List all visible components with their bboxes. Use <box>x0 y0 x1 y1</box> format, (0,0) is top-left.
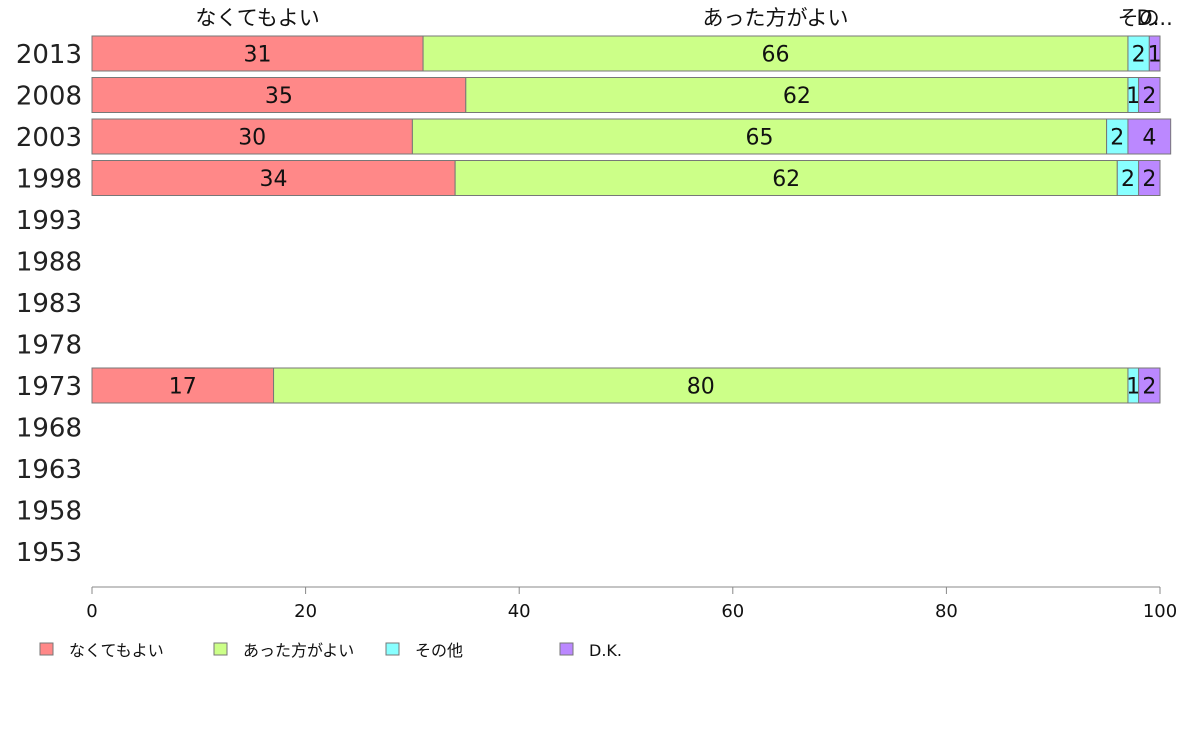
legend-swatch-1 <box>213 642 228 656</box>
top-label-1: あった方がよい <box>703 6 849 30</box>
year-label-1958: 1958 <box>16 497 82 527</box>
bar-label-2013-series-2: 2 <box>1132 43 1146 68</box>
year-label-1993: 1993 <box>16 206 82 236</box>
bar-label-1998-series-1: 62 <box>772 167 800 192</box>
bar-1998-series-3 <box>1138 160 1161 196</box>
year-label-2013: 2013 <box>16 40 82 70</box>
top-labels: なくてもよい あった方がよい そのD... <box>195 6 1172 30</box>
bar-label-2003-series-1: 65 <box>746 126 774 151</box>
bar-label-2013-series-1: 66 <box>762 43 790 68</box>
x-tick-label-40: 40 <box>508 601 531 622</box>
x-tick-label-0: 0 <box>86 601 97 622</box>
legend-label-2: その他 <box>415 641 463 660</box>
legend-label-3: D.K. <box>589 641 622 660</box>
bar-2008-series-3 <box>1138 77 1161 113</box>
bar-1998-series-1 <box>454 160 1118 196</box>
bar-2003-series-3 <box>1127 118 1172 155</box>
x-tick-label-80: 80 <box>935 601 958 622</box>
x-tick-label-60: 60 <box>721 601 744 622</box>
year-label-1983: 1983 <box>16 289 82 319</box>
top-label-0: なくてもよい <box>195 6 319 30</box>
top-label-3: D... <box>1137 6 1173 30</box>
legend-swatch-0 <box>39 642 54 656</box>
year-label-2008: 2008 <box>16 82 82 112</box>
bar-label-2008-series-3: 2 <box>1142 84 1156 109</box>
legend-swatch-3 <box>559 642 574 656</box>
bar-1998-series-0 <box>91 160 456 196</box>
bar-label-1998-series-2: 2 <box>1121 167 1135 192</box>
year-label-1998: 1998 <box>16 165 82 195</box>
year-label-1953: 1953 <box>16 538 82 568</box>
year-label-1973: 1973 <box>16 372 82 402</box>
bar-label-2008-series-1: 62 <box>783 84 811 109</box>
year-label-1978: 1978 <box>16 331 82 361</box>
bar-2013-series-0 <box>91 35 424 72</box>
bar-2008-series-0 <box>91 77 467 113</box>
bar-label-2013-series-3: 1 <box>1148 43 1162 68</box>
legend-label-1: あった方がよい <box>243 641 354 660</box>
bars: 31 66 2 135 62 1 230 65 2 434 62 2 217 80 1 2 <box>91 35 1172 404</box>
bar-1973-series-1 <box>273 367 1129 404</box>
bar-label-1998-series-3: 2 <box>1142 167 1156 192</box>
bar-label-1998-series-0: 34 <box>260 167 288 192</box>
bar-label-2013-series-0: 31 <box>244 43 272 68</box>
legend: なくてもよい あった方がよい その他 D.K. <box>39 641 622 660</box>
x-tick-label-20: 20 <box>294 601 317 622</box>
legend-label-0: なくてもよい <box>69 641 164 660</box>
year-label-2003: 2003 <box>16 123 82 153</box>
top-label-2: その <box>1118 6 1160 30</box>
bar-label-1973-series-2: 1 <box>1126 375 1140 400</box>
x-tick-label-100: 100 <box>1143 601 1177 622</box>
bar-label-2003-series-3: 4 <box>1142 126 1156 151</box>
legend-swatch-2 <box>385 642 400 656</box>
bar-label-2003-series-2: 2 <box>1110 126 1124 151</box>
year-label-1968: 1968 <box>16 414 82 444</box>
bar-1973-series-0 <box>91 367 275 404</box>
bar-1973-series-3 <box>1138 367 1161 404</box>
bar-label-2008-series-2: 1 <box>1126 84 1140 109</box>
bar-2013-series-1 <box>422 35 1129 72</box>
bar-label-1973-series-0: 17 <box>169 375 197 400</box>
year-label-1963: 1963 <box>16 455 82 485</box>
x-axis: 0 20 40 60 80 100 <box>86 586 1177 622</box>
bar-label-2003-series-0: 30 <box>238 126 266 151</box>
year-label-1988: 1988 <box>16 248 82 278</box>
bar-2003-series-1 <box>411 118 1108 155</box>
bar-label-1973-series-1: 80 <box>687 375 715 400</box>
bar-label-1973-series-3: 2 <box>1142 375 1156 400</box>
bar-2013-series-3 <box>1148 35 1161 72</box>
year-labels: 2013 2008 2003 1998 1993 1988 1983 1978 1973 1968… <box>16 40 82 568</box>
bar-label-2008-series-0: 35 <box>265 84 293 109</box>
bar-2008-series-1 <box>465 77 1129 113</box>
